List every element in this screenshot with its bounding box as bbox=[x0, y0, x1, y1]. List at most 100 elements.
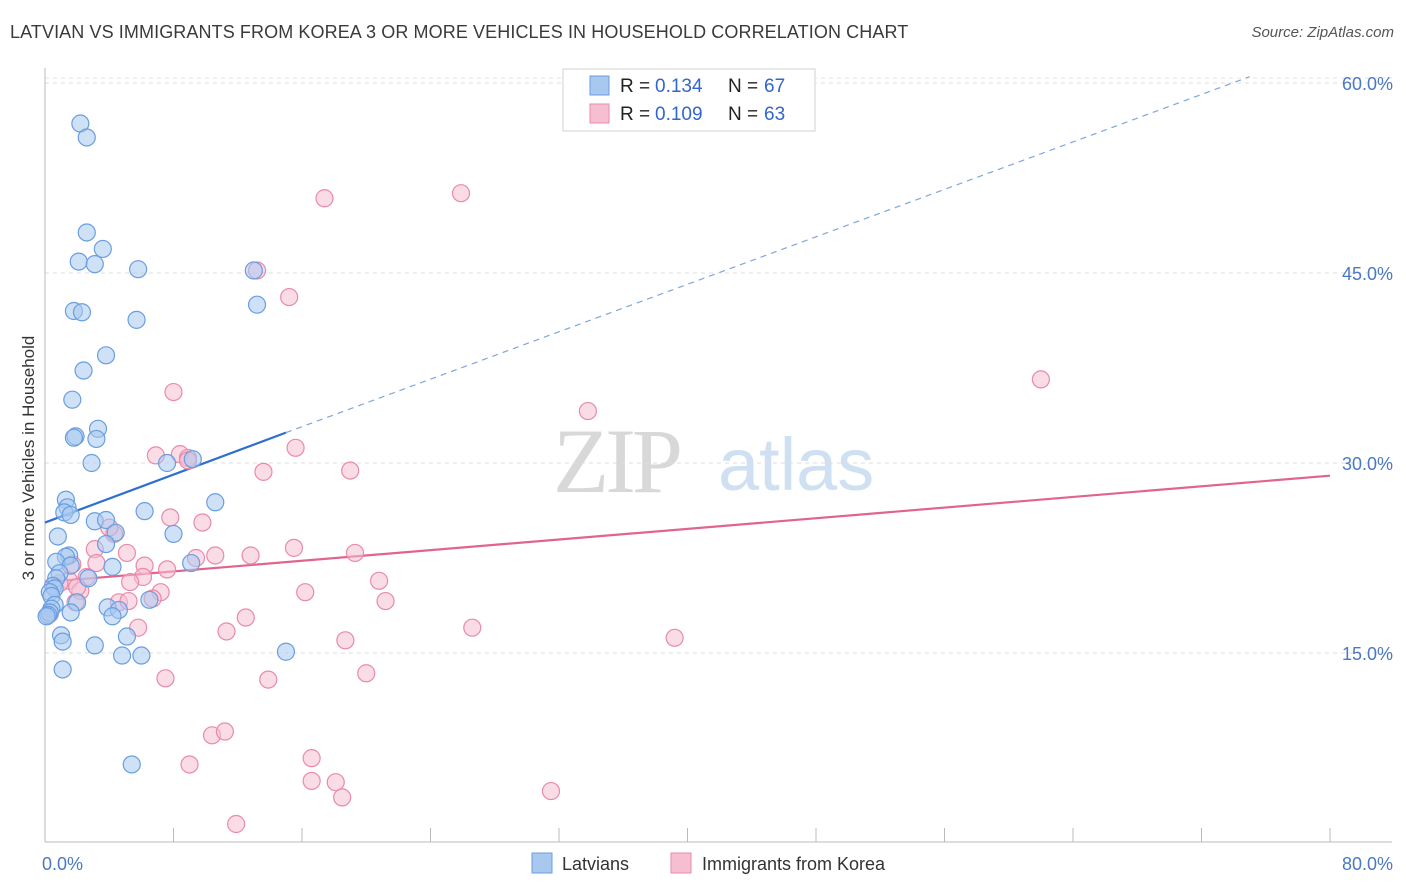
trend-line-latvians bbox=[44, 431, 287, 524]
point-korea-54 bbox=[302, 749, 321, 768]
y-tick-label-1: 30.0% bbox=[1342, 454, 1393, 474]
point-latvians-7 bbox=[244, 261, 263, 280]
point-korea-53 bbox=[180, 755, 199, 774]
point-latvians-17 bbox=[64, 428, 84, 447]
point-latvians-51 bbox=[140, 590, 159, 609]
x-tick-label-0: 0.0% bbox=[42, 854, 83, 874]
point-korea-49 bbox=[259, 670, 278, 689]
series-legend-swatch-korea bbox=[670, 852, 692, 874]
point-korea-20 bbox=[284, 538, 304, 557]
point-latvians-21 bbox=[183, 450, 202, 469]
watermark-zip: ZIP bbox=[553, 410, 680, 512]
point-korea-13 bbox=[161, 508, 180, 527]
point-latvians-11 bbox=[127, 310, 146, 329]
point-latvians-3 bbox=[93, 239, 112, 259]
point-korea-44 bbox=[217, 622, 236, 641]
point-korea-42 bbox=[236, 608, 255, 627]
y-tick-label-0: 15.0% bbox=[1342, 644, 1393, 664]
point-latvians-38 bbox=[182, 553, 201, 573]
watermark-atlas: atlas bbox=[718, 423, 874, 506]
point-latvians-56 bbox=[37, 607, 56, 626]
chart-source: Source: ZipAtlas.com bbox=[1251, 24, 1394, 41]
point-latvians-33 bbox=[96, 534, 116, 554]
trend-lines bbox=[44, 76, 1331, 584]
point-latvians-8 bbox=[247, 295, 267, 314]
point-latvians-4 bbox=[69, 252, 88, 271]
point-latvians-2 bbox=[77, 223, 96, 242]
point-korea-55 bbox=[302, 771, 321, 791]
point-latvians-32 bbox=[48, 527, 67, 546]
point-korea-19 bbox=[241, 546, 260, 565]
axes bbox=[44, 68, 1392, 843]
point-korea-45 bbox=[463, 618, 482, 637]
x-tick-label-1: 80.0% bbox=[1342, 854, 1393, 874]
point-korea-39 bbox=[376, 591, 395, 611]
point-latvians-26 bbox=[135, 502, 154, 521]
point-latvians-42 bbox=[79, 569, 98, 588]
point-korea-3 bbox=[280, 287, 299, 307]
series-legend: Latvians Immigrants from Korea bbox=[531, 852, 886, 874]
point-latvians-12 bbox=[96, 346, 116, 365]
point-latvians-31 bbox=[164, 524, 183, 544]
point-latvians-66 bbox=[122, 755, 141, 774]
trend-line-korea bbox=[44, 474, 1331, 584]
series-legend-label-korea: Immigrants from Korea bbox=[702, 854, 886, 874]
point-latvians-57 bbox=[103, 607, 122, 626]
gridlines bbox=[45, 77, 1392, 654]
point-latvians-13 bbox=[74, 361, 93, 380]
point-korea-57 bbox=[333, 788, 352, 807]
point-latvians-19 bbox=[82, 453, 101, 473]
point-korea-4 bbox=[1031, 370, 1050, 389]
point-latvians-64 bbox=[132, 646, 151, 665]
data-points bbox=[37, 114, 1050, 834]
point-korea-7 bbox=[286, 438, 305, 457]
point-latvians-1 bbox=[77, 128, 96, 147]
tick-labels: 15.0% 30.0% 45.0% 60.0% 0.0% 80.0% bbox=[42, 74, 1393, 874]
point-latvians-25 bbox=[61, 505, 80, 525]
point-latvians-27 bbox=[206, 493, 225, 512]
point-latvians-59 bbox=[117, 627, 137, 646]
point-korea-48 bbox=[156, 669, 175, 688]
point-korea-11 bbox=[254, 462, 273, 481]
point-latvians-29 bbox=[96, 510, 116, 530]
series-legend-label-latvians: Latvians bbox=[562, 854, 629, 874]
point-korea-47 bbox=[665, 628, 684, 647]
point-latvians-18 bbox=[87, 429, 106, 449]
point-korea-30 bbox=[370, 571, 389, 590]
y-tick-label-3: 60.0% bbox=[1342, 74, 1393, 94]
point-korea-56 bbox=[326, 773, 345, 792]
stats-legend: R = 0.134 N = 67 R = 0.109 N = 63 bbox=[562, 68, 816, 132]
point-latvians-20 bbox=[157, 453, 177, 473]
point-latvians-65 bbox=[53, 660, 72, 679]
point-latvians-39 bbox=[103, 557, 122, 576]
legend-r-value-1: 0.134 bbox=[655, 76, 703, 97]
legend-n-label-2: N = bbox=[728, 104, 758, 125]
point-korea-46 bbox=[336, 631, 355, 650]
point-latvians-63 bbox=[112, 646, 132, 665]
point-korea-5 bbox=[164, 382, 183, 402]
y-tick-label-2: 45.0% bbox=[1342, 264, 1393, 284]
legend-swatch-latvians bbox=[589, 75, 610, 96]
legend-n-value-2: 63 bbox=[764, 104, 785, 125]
point-korea-58 bbox=[541, 781, 561, 801]
point-korea-1 bbox=[315, 189, 334, 208]
point-latvians-14 bbox=[63, 390, 82, 409]
legend-n-label-1: N = bbox=[728, 76, 758, 97]
point-latvians-61 bbox=[85, 636, 104, 655]
point-korea-26 bbox=[157, 560, 177, 579]
legend-r-label-1: R = bbox=[620, 76, 650, 97]
point-korea-32 bbox=[121, 572, 140, 592]
y-axis-label: 3 or more Vehicles in Household bbox=[19, 336, 38, 581]
point-korea-17 bbox=[117, 543, 137, 563]
legend-n-value-1: 67 bbox=[764, 76, 785, 97]
series-legend-swatch-latvians bbox=[531, 852, 553, 874]
chart-title: LATVIAN VS IMMIGRANTS FROM KOREA 3 OR MO… bbox=[10, 22, 909, 42]
point-latvians-54 bbox=[61, 603, 80, 622]
point-latvians-60 bbox=[53, 632, 72, 651]
point-latvians-62 bbox=[276, 642, 296, 661]
point-latvians-6 bbox=[129, 260, 148, 279]
point-korea-6 bbox=[578, 401, 598, 421]
point-korea-18 bbox=[206, 546, 225, 565]
legend-r-value-2: 0.109 bbox=[655, 104, 703, 125]
